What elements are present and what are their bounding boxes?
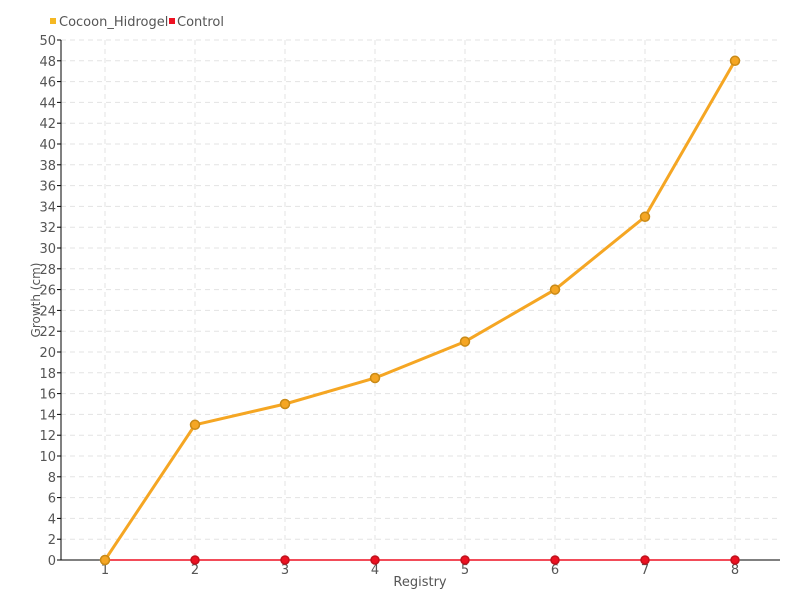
x-tick-label: 4 — [371, 563, 379, 578]
data-point-0 — [549, 284, 561, 295]
x-tick-label: 3 — [281, 563, 289, 578]
y-tick-label: 40 — [39, 138, 56, 153]
data-point-1 — [730, 555, 740, 565]
axes: 0246810121416182022242628303234363840424… — [39, 34, 780, 578]
data-point-0 — [729, 55, 741, 67]
x-axis-title: Registry — [393, 575, 447, 590]
legend-label-cocoon[interactable]: Cocoon_Hidrogel — [59, 15, 168, 30]
y-tick-label: 22 — [39, 325, 56, 340]
y-tick-label: 2 — [48, 533, 56, 548]
x-tick-label: 2 — [191, 563, 199, 578]
y-tick-label: 46 — [39, 76, 56, 91]
y-tick-label: 48 — [39, 55, 56, 70]
y-tick-label: 8 — [48, 471, 56, 486]
y-tick-label: 14 — [39, 408, 56, 423]
grid — [61, 39, 780, 560]
x-tick-label: 1 — [101, 563, 109, 578]
y-tick-label: 6 — [48, 492, 56, 507]
data-point-1 — [460, 555, 470, 565]
y-tick-label: 32 — [39, 221, 56, 236]
y-tick-label: 38 — [39, 159, 56, 174]
data-point-1 — [190, 555, 200, 565]
y-tick-label: 36 — [39, 180, 56, 195]
y-tick-label: 12 — [39, 429, 56, 444]
y-tick-label: 42 — [39, 117, 56, 132]
x-tick-label: 7 — [641, 563, 649, 578]
x-tick-label: 8 — [731, 563, 739, 578]
y-tick-label: 44 — [39, 96, 56, 111]
y-axis-title: Growth (cm) — [29, 263, 43, 338]
y-tick-label: 18 — [39, 367, 56, 382]
data-point-0 — [189, 419, 201, 431]
data-point-1 — [550, 555, 560, 565]
y-tick-label: 20 — [39, 346, 56, 361]
y-tick-label: 34 — [39, 200, 56, 215]
data-point-1 — [370, 555, 380, 565]
legend-swatch-control — [169, 18, 175, 24]
data-point-0 — [279, 398, 291, 410]
data-point-0 — [99, 554, 111, 566]
y-tick-label: 16 — [39, 388, 56, 403]
legend[interactable]: Cocoon_Hidrogel Control — [50, 15, 224, 30]
data-point-0 — [369, 372, 381, 384]
y-tick-label: 28 — [39, 263, 56, 278]
series-line-0 — [103, 60, 737, 561]
data-point-0 — [639, 211, 651, 223]
y-tick-label: 24 — [39, 304, 56, 319]
legend-swatch-cocoon — [50, 18, 56, 24]
data-point-1 — [280, 555, 290, 565]
series-layer — [99, 55, 741, 566]
y-tick-label: 26 — [39, 284, 56, 299]
y-tick-label: 30 — [39, 242, 56, 257]
y-tick-label: 50 — [39, 34, 56, 49]
y-tick-label: 4 — [48, 512, 56, 527]
x-tick-label: 5 — [461, 563, 469, 578]
legend-label-control[interactable]: Control — [177, 15, 224, 30]
data-point-0 — [459, 336, 471, 347]
data-point-1 — [640, 555, 650, 565]
x-tick-label: 6 — [551, 563, 559, 578]
y-tick-label: 10 — [39, 450, 56, 465]
y-tick-label: 0 — [48, 554, 56, 569]
